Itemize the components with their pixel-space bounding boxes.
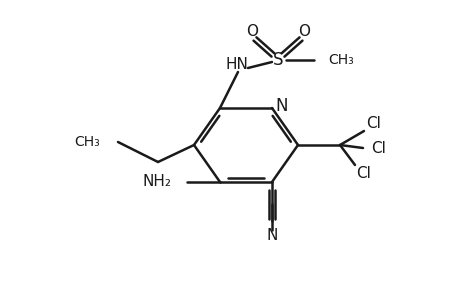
- Text: CH₃: CH₃: [74, 135, 100, 149]
- Text: Cl: Cl: [366, 116, 381, 130]
- Text: HN: HN: [225, 56, 248, 71]
- Text: Cl: Cl: [356, 166, 370, 181]
- Text: N: N: [275, 97, 288, 115]
- Text: S: S: [272, 51, 283, 69]
- Text: O: O: [297, 23, 309, 38]
- Text: N: N: [266, 227, 277, 242]
- Text: NH₂: NH₂: [143, 175, 172, 190]
- Text: Cl: Cl: [371, 140, 386, 155]
- Text: CH₃: CH₃: [327, 53, 353, 67]
- Text: O: O: [246, 23, 257, 38]
